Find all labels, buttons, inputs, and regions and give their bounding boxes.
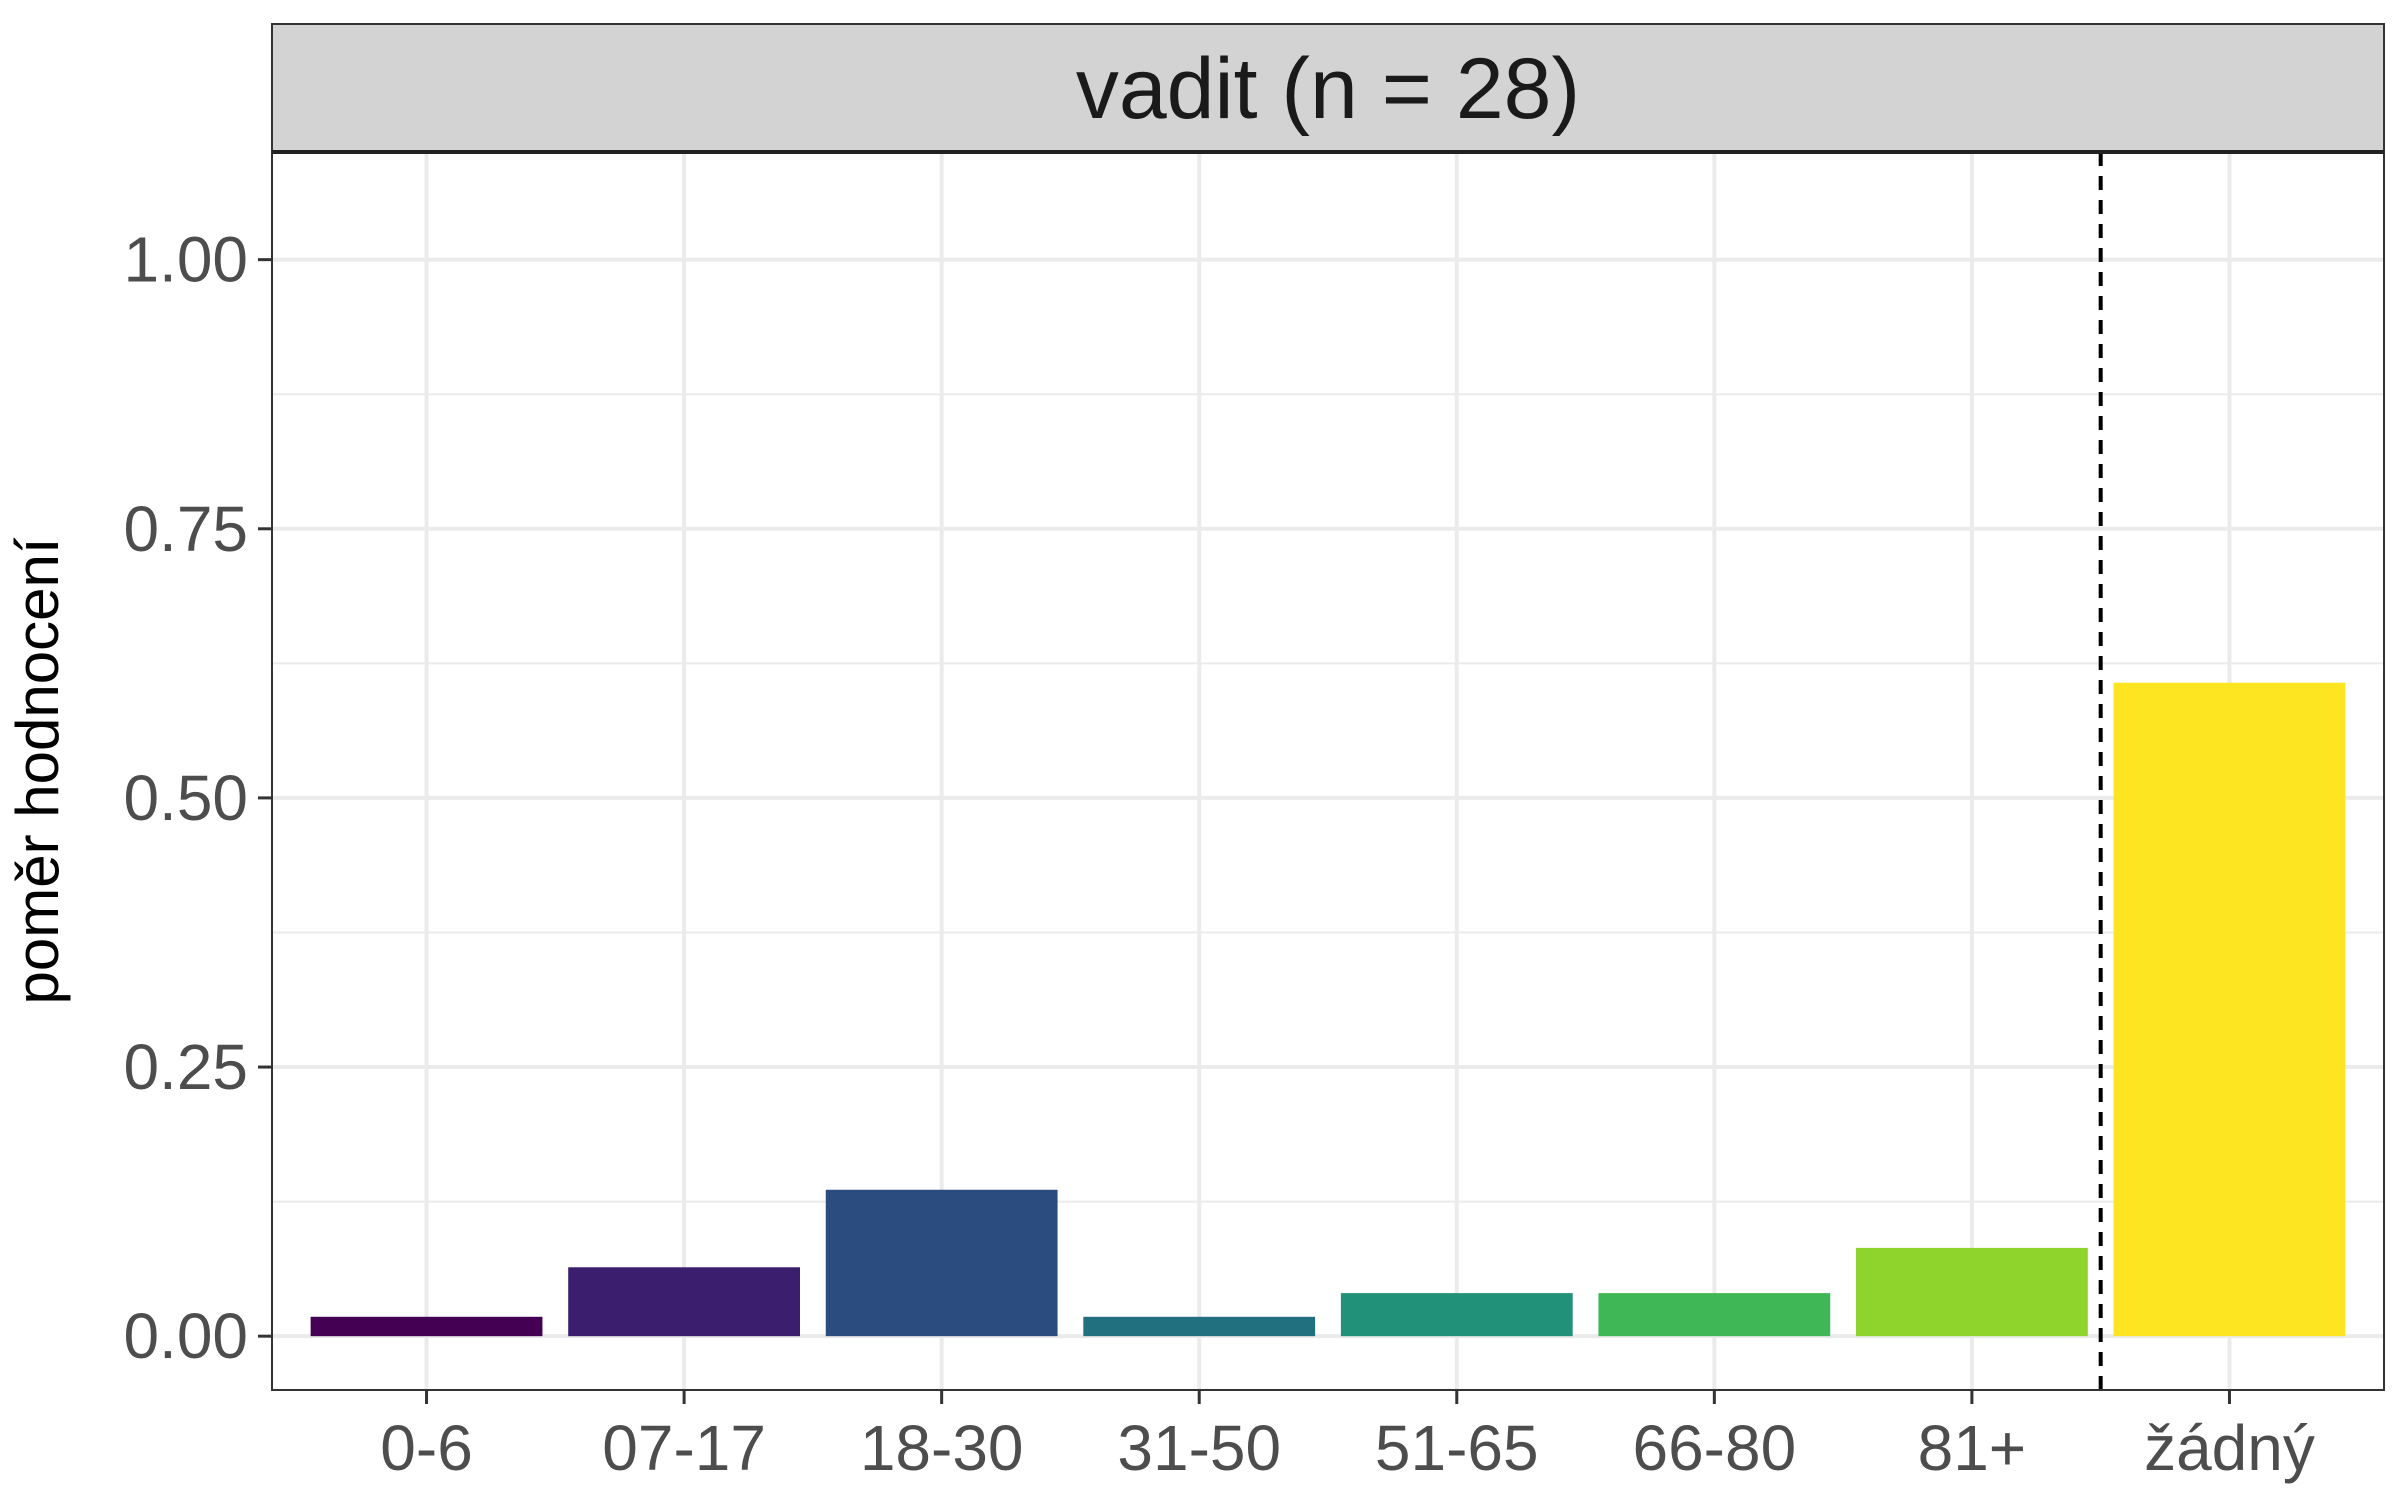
x-tick-label: 31-50 [1117,1412,1281,1484]
bar-07-17 [568,1267,800,1337]
y-tick-label: 0.25 [123,1031,248,1103]
y-tick-label: 0.00 [123,1300,248,1372]
y-axis-ticks: 0.00 0.25 0.50 0.75 1.00 [123,224,272,1372]
bars [310,682,2346,1337]
panel-border [271,151,2385,1391]
bar-51-65 [1340,1293,1573,1337]
x-axis-ticks: 0-6 07-17 18-30 31-50 51-65 66-80 81+ žádný [380,1390,2315,1484]
bar-0-6 [310,1316,543,1337]
y-tick-label: 0.75 [123,493,248,565]
y-tick-label: 0.50 [123,762,248,834]
facet-label: vadit (n = 28) [1076,41,1580,137]
x-tick-label: 0-6 [380,1412,473,1484]
bar-31-50 [1083,1316,1316,1337]
bar-81+ [1856,1247,2088,1337]
bar-18-30 [825,1189,1058,1337]
x-tick-label: 81+ [1918,1412,2027,1484]
x-tick-label: žádný [2144,1412,2315,1484]
x-tick-label: 07-17 [602,1412,766,1484]
bar-66-80 [1598,1293,1831,1337]
x-tick-label: 51-65 [1375,1412,1539,1484]
bar-žádný [2113,682,2346,1337]
facet-strip [271,23,2385,153]
y-axis-title: poměr hodnocení [4,537,71,1004]
x-tick-label: 18-30 [860,1412,1024,1484]
y-tick-label: 1.00 [123,224,248,296]
grid-lines [272,152,2384,1390]
x-tick-label: 66-80 [1632,1412,1796,1484]
